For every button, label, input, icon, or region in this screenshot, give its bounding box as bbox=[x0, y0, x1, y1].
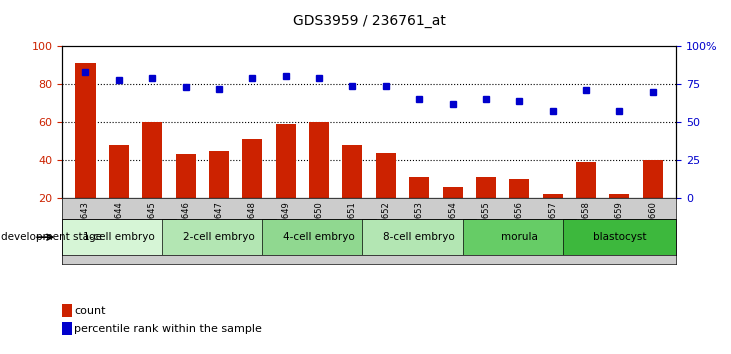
Text: morula: morula bbox=[501, 232, 538, 242]
Bar bbox=[442, 187, 463, 236]
Text: GSM456647: GSM456647 bbox=[214, 201, 224, 252]
Text: GSM456654: GSM456654 bbox=[448, 201, 457, 252]
Bar bbox=[276, 124, 296, 236]
Bar bbox=[610, 194, 629, 236]
Bar bbox=[476, 177, 496, 236]
Text: development stage: development stage bbox=[1, 232, 102, 242]
Bar bbox=[175, 154, 196, 236]
Bar bbox=[309, 122, 329, 236]
Text: 1-cell embryo: 1-cell embryo bbox=[83, 232, 155, 242]
Bar bbox=[62, 219, 175, 255]
Text: 4-cell embryo: 4-cell embryo bbox=[283, 232, 355, 242]
Text: GSM456655: GSM456655 bbox=[482, 201, 491, 252]
Text: GSM456660: GSM456660 bbox=[648, 201, 657, 252]
Text: GSM456649: GSM456649 bbox=[281, 201, 290, 252]
Text: GSM456651: GSM456651 bbox=[348, 201, 357, 252]
Text: count: count bbox=[75, 306, 106, 316]
Bar bbox=[542, 194, 563, 236]
Text: 8-cell embryo: 8-cell embryo bbox=[383, 232, 455, 242]
Bar bbox=[143, 122, 162, 236]
Bar bbox=[75, 63, 96, 236]
Bar bbox=[162, 219, 276, 255]
Bar bbox=[510, 179, 529, 236]
Text: blastocyst: blastocyst bbox=[593, 232, 646, 242]
Bar bbox=[576, 162, 596, 236]
Bar bbox=[363, 219, 476, 255]
Text: GSM456657: GSM456657 bbox=[548, 201, 557, 252]
Bar bbox=[109, 145, 129, 236]
Text: GSM456646: GSM456646 bbox=[181, 201, 190, 252]
Bar bbox=[409, 177, 429, 236]
Bar bbox=[209, 151, 229, 236]
Text: GDS3959 / 236761_at: GDS3959 / 236761_at bbox=[292, 14, 446, 28]
Text: percentile rank within the sample: percentile rank within the sample bbox=[75, 324, 262, 333]
Text: GSM456652: GSM456652 bbox=[382, 201, 390, 252]
Text: GSM456648: GSM456648 bbox=[248, 201, 257, 252]
Text: GSM456644: GSM456644 bbox=[114, 201, 124, 252]
Bar bbox=[342, 145, 363, 236]
Text: GSM456659: GSM456659 bbox=[615, 201, 624, 252]
Bar bbox=[463, 219, 576, 255]
Bar bbox=[563, 219, 676, 255]
Bar bbox=[262, 219, 376, 255]
Bar bbox=[243, 139, 262, 236]
Text: GSM456643: GSM456643 bbox=[81, 201, 90, 252]
Bar bbox=[62, 322, 72, 335]
Text: GSM456658: GSM456658 bbox=[582, 201, 591, 252]
Text: GSM456656: GSM456656 bbox=[515, 201, 524, 252]
Text: GSM456650: GSM456650 bbox=[314, 201, 324, 252]
Text: GSM456645: GSM456645 bbox=[148, 201, 156, 252]
Text: 2-cell embryo: 2-cell embryo bbox=[183, 232, 255, 242]
Bar bbox=[376, 153, 396, 236]
Text: GSM456653: GSM456653 bbox=[414, 201, 424, 252]
Bar bbox=[643, 160, 663, 236]
Bar bbox=[62, 304, 72, 317]
